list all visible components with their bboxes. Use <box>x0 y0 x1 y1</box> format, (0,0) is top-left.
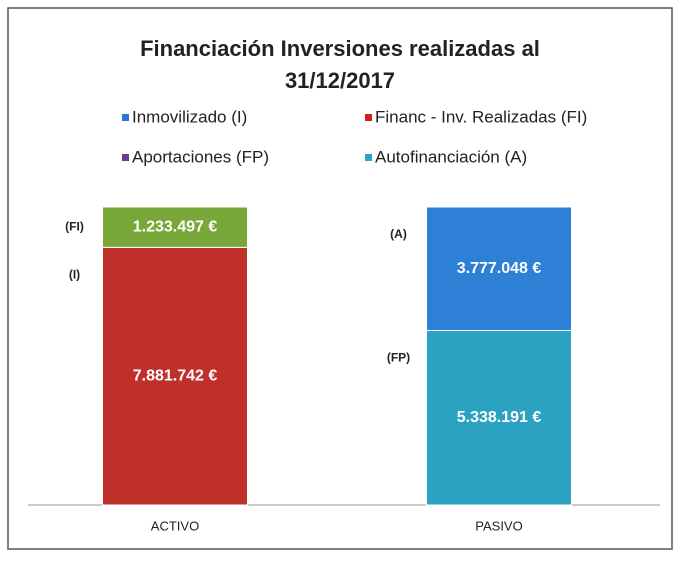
value-label: 5.338.191 € <box>457 409 542 426</box>
value-label: 7.881.742 € <box>133 367 218 384</box>
legend-swatch <box>365 154 372 161</box>
segment-tag: (FP) <box>387 351 410 365</box>
segment-tag: (A) <box>390 227 407 241</box>
legend-swatch <box>122 114 129 121</box>
bar-segment <box>102 206 248 248</box>
value-label: 3.777.048 € <box>457 260 542 277</box>
legend-swatch <box>122 154 129 161</box>
bar-segment <box>426 329 572 506</box>
segment-tag: (I) <box>69 267 80 281</box>
legend-label: Aportaciones (FP) <box>132 147 269 166</box>
chart-title: Financiación Inversiones realizadas al <box>140 36 540 61</box>
value-label: 1.233.497 € <box>133 218 218 235</box>
legend-label: Inmovilizado (I) <box>132 107 247 126</box>
x-tick-label: PASIVO <box>475 518 522 533</box>
segment-tag: (FI) <box>65 219 84 233</box>
legend-swatch <box>365 114 372 121</box>
legend-label: Financ - Inv. Realizadas (FI) <box>375 107 587 126</box>
bar-segment <box>102 246 248 506</box>
legend-label: Autofinanciación (A) <box>375 147 527 166</box>
chart-title: 31/12/2017 <box>285 68 395 93</box>
bar-segment <box>426 206 572 331</box>
x-tick-label: ACTIVO <box>151 518 199 533</box>
